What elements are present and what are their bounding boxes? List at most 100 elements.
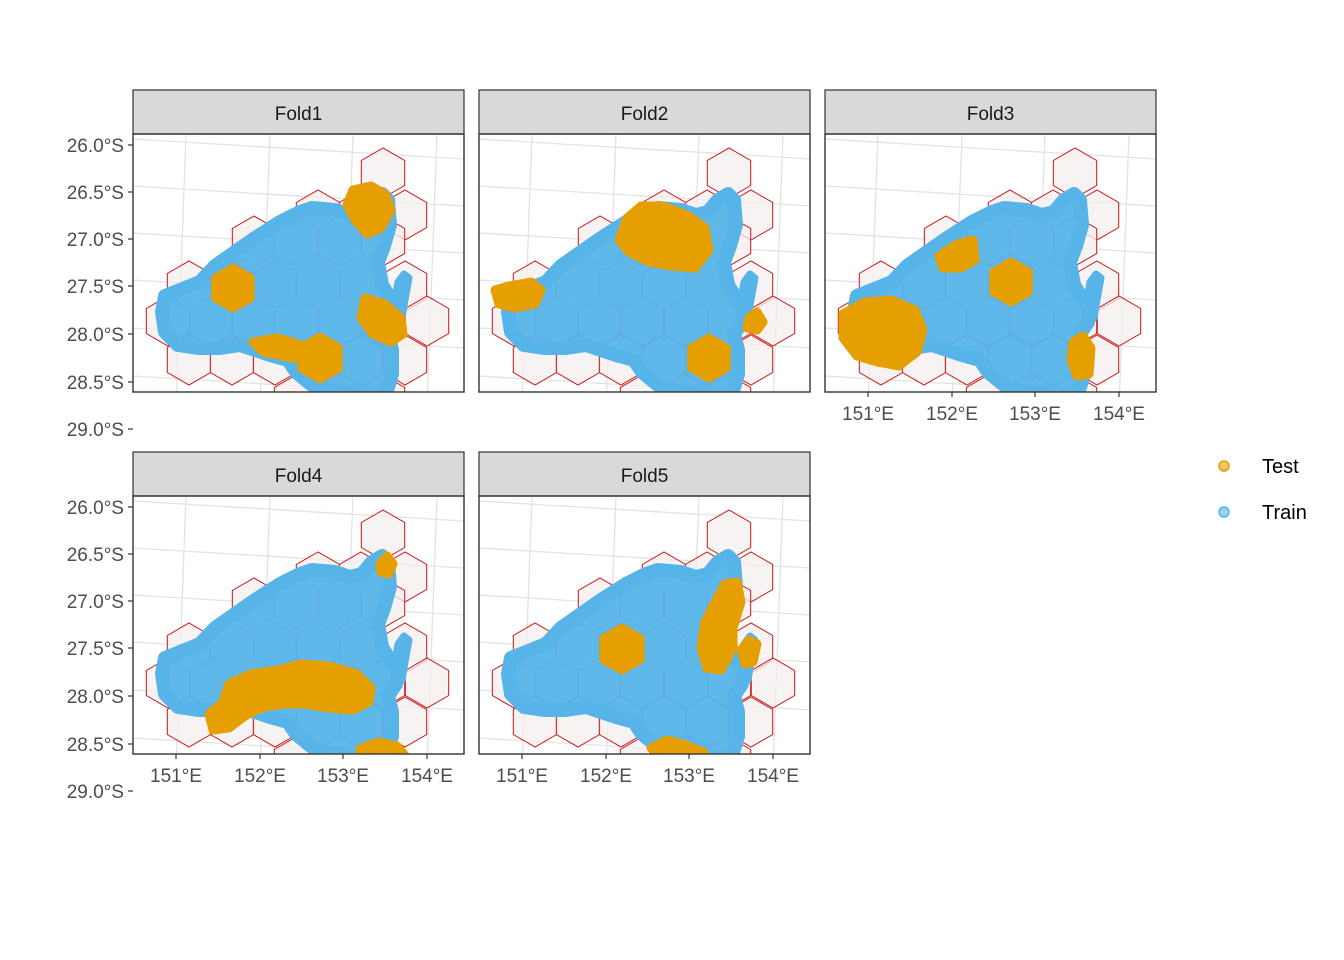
test-region <box>211 263 255 313</box>
facet-title: Fold4 <box>275 466 323 487</box>
x-tick-label: 154°E <box>401 766 453 787</box>
test-region <box>838 295 928 371</box>
panel-border <box>478 133 811 393</box>
x-tick-label: 151°E <box>150 766 202 787</box>
facet-title: Fold3 <box>967 104 1015 125</box>
plot-area <box>479 496 810 805</box>
test-region <box>736 635 762 669</box>
test-points <box>204 551 410 754</box>
x-axis: 151°E 152°E 153°E 154°E <box>496 754 799 787</box>
parallel <box>479 785 810 805</box>
x-tick-label: 153°E <box>317 766 369 787</box>
hex-block <box>1096 295 1142 347</box>
facet-strip <box>132 89 465 135</box>
parallel <box>133 423 464 443</box>
test-region <box>687 333 731 383</box>
facet-strip <box>478 451 811 497</box>
test-region <box>375 551 398 579</box>
test-region <box>614 201 714 273</box>
test-region <box>355 737 410 754</box>
y-tick-label: 29.0°S <box>67 782 124 803</box>
test-region <box>934 235 980 273</box>
y-tick-label: 26.0°S <box>67 136 124 157</box>
legend-label-test: Test <box>1262 456 1299 478</box>
train-region <box>736 270 759 326</box>
x-tick-label: 152°E <box>580 766 632 787</box>
meridian <box>426 496 438 754</box>
test-region <box>646 735 711 754</box>
panel-border <box>132 133 465 393</box>
parallel <box>133 138 464 160</box>
plot-area <box>825 134 1156 443</box>
facet-strip <box>132 451 465 497</box>
meridian <box>1118 134 1130 392</box>
hex-block <box>750 295 796 347</box>
test-region <box>342 181 396 239</box>
facet-title: Fold5 <box>621 466 669 487</box>
y-tick-label: 28.0°S <box>67 687 124 708</box>
parallel <box>825 423 1156 443</box>
parallel <box>133 500 464 522</box>
panel-border <box>478 495 811 755</box>
y-tick-label: 28.0°S <box>67 325 124 346</box>
facet-title: Fold2 <box>621 104 669 125</box>
y-axis: 26.0°S 26.5°S 27.0°S 27.5°S 28.0°S 28.5°S 29.0… <box>67 498 133 803</box>
y-tick-label: 28.5°S <box>67 735 124 756</box>
y-tick-label: 27.0°S <box>67 230 124 251</box>
parallel <box>825 138 1156 160</box>
legend-key-test <box>1218 460 1230 472</box>
test-region <box>204 659 376 735</box>
x-tick-label: 154°E <box>1093 404 1145 425</box>
panel-border <box>132 495 465 755</box>
x-axis: 151°E 152°E 153°E 154°E <box>150 754 453 787</box>
test-points <box>838 235 1096 381</box>
facet-panel-fold1: Fold1 26.0°S 26.5°S 27.0°S 27.5°S 28.0°S 28.5°… <box>67 89 465 443</box>
y-tick-label: 27.5°S <box>67 277 124 298</box>
test-region <box>490 277 546 313</box>
test-region <box>599 623 645 675</box>
x-tick-label: 154°E <box>747 766 799 787</box>
meridian <box>772 134 784 392</box>
x-tick-label: 151°E <box>496 766 548 787</box>
test-points <box>211 181 408 384</box>
facet-panel-fold5: Fold5 151°E 152°E 153°E 154°E <box>478 451 811 805</box>
plot-area <box>133 496 464 805</box>
facet-panel-fold2: Fold2 <box>478 89 811 443</box>
test-points <box>599 577 762 754</box>
test-region <box>742 307 768 335</box>
hex-block <box>360 509 406 561</box>
meridian <box>772 496 784 754</box>
facet-panels: Fold1 26.0°S 26.5°S 27.0°S 27.5°S 28.0°S 28.5°… <box>67 89 1157 805</box>
meridian <box>426 134 438 392</box>
plot-area <box>133 134 464 443</box>
facet-panel-fold3: Fold3 151°E 152°E 153°E 154°E <box>824 89 1157 443</box>
facet-title: Fold1 <box>275 104 323 125</box>
hex-block <box>706 509 752 561</box>
y-axis: 26.0°S 26.5°S 27.0°S 27.5°S 28.0°S 28.5°S 29.0… <box>67 136 133 441</box>
plot-area <box>479 134 810 443</box>
hex-block <box>750 657 796 709</box>
test-region <box>356 293 408 347</box>
y-tick-label: 29.0°S <box>67 420 124 441</box>
parallel <box>479 423 810 443</box>
hex-block <box>404 657 450 709</box>
y-tick-label: 27.0°S <box>67 592 124 613</box>
test-region <box>297 332 343 384</box>
x-tick-label: 153°E <box>663 766 715 787</box>
x-tick-label: 152°E <box>926 404 978 425</box>
y-tick-label: 27.5°S <box>67 639 124 660</box>
parallel <box>479 138 810 160</box>
legend-label-train: Train <box>1262 502 1307 524</box>
train-region <box>1082 270 1105 326</box>
test-region <box>989 257 1033 307</box>
legend-key-train <box>1218 506 1230 518</box>
facet-strip <box>824 89 1157 135</box>
x-tick-label: 152°E <box>234 766 286 787</box>
test-points <box>490 201 768 383</box>
parallel <box>133 785 464 805</box>
x-axis: 151°E 152°E 153°E 154°E <box>842 392 1145 425</box>
x-tick-label: 151°E <box>842 404 894 425</box>
hex-block <box>1052 147 1098 199</box>
y-tick-label: 26.5°S <box>67 545 124 566</box>
